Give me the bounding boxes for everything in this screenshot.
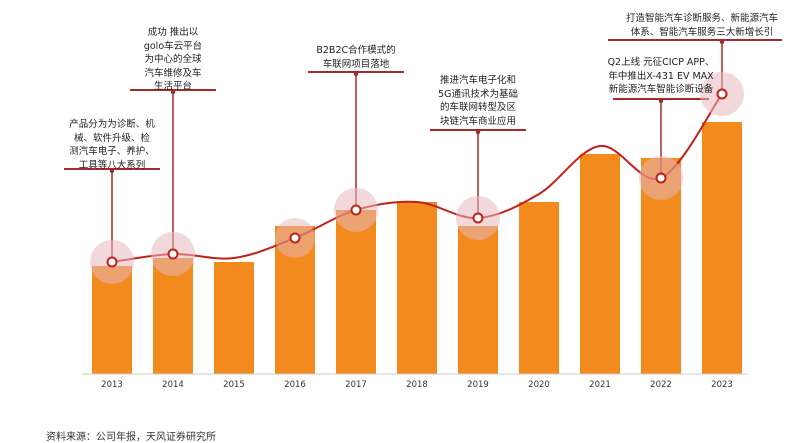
bar-2018: [397, 202, 437, 374]
leader-dot: [109, 168, 115, 174]
x-tick-label: 2021: [589, 380, 611, 390]
bar-2023: [702, 122, 742, 374]
x-tick-label: 2014: [162, 380, 184, 390]
trend-marker-2023: [716, 88, 728, 100]
trend-marker-2016: [289, 232, 301, 244]
x-tick-label: 2013: [101, 380, 123, 390]
x-tick-label: 2018: [406, 380, 428, 390]
leader-dot: [353, 71, 359, 77]
x-axis-ticks: 2013 2014 2015 2016 2017 2018 2019 2020 2021 2022…: [101, 380, 733, 390]
leader-dot: [658, 98, 664, 104]
bar-2015: [214, 262, 254, 374]
x-tick-label: 2022: [650, 380, 672, 390]
x-tick-label: 2020: [528, 380, 550, 390]
trend-marker-2017: [350, 204, 362, 216]
trend-marker-2014: [167, 248, 179, 260]
trend-markers: [90, 72, 744, 284]
trend-marker-2013: [106, 256, 118, 268]
annotation-text-2014: 成功 推出以 golo车云平台 为中心的全球 汽车维修及车 生活平台: [143, 27, 203, 92]
annotation-text-2022: Q2上线 元征CICP APP、 年中推出X-431 EV MAX 新能源汽车智…: [607, 57, 715, 95]
bar-2020: [519, 202, 559, 374]
x-tick-label: 2023: [711, 380, 733, 390]
trend-marker-2022: [655, 172, 667, 184]
bar-2019: [458, 226, 498, 374]
bar-2014: [153, 258, 193, 374]
x-tick-label: 2019: [467, 380, 489, 390]
x-tick-label: 2015: [223, 380, 245, 390]
leader-dot: [475, 129, 481, 135]
annotation-text-2013: 产品分为为诊断、机 械、软件升级、检 测汽车电子、养护、 工具等八大系列: [69, 119, 155, 171]
annotation-text-2023: 打造智能汽车诊断服务、新能源汽车 体系、智能汽车服务三大新增长引: [625, 13, 778, 38]
bar-2017: [336, 210, 376, 374]
source-note: 资料来源：公司年报，天风证券研究所: [46, 432, 216, 443]
trend-marker-2019: [472, 212, 484, 224]
leader-dot: [170, 89, 176, 95]
annotation-text-2017: B2B2C合作模式的 车联网项目落地: [316, 45, 396, 70]
annotation-text-2019: 推进汽车电子化和 5G通讯技术为基础 的车联网转型及区 块链汽车商业应用: [438, 75, 518, 127]
leader-dot: [719, 39, 725, 45]
x-tick-label: 2016: [284, 380, 306, 390]
bar-2021: [580, 154, 620, 374]
trend-line: [111, 93, 723, 263]
x-tick-label: 2017: [345, 380, 367, 390]
